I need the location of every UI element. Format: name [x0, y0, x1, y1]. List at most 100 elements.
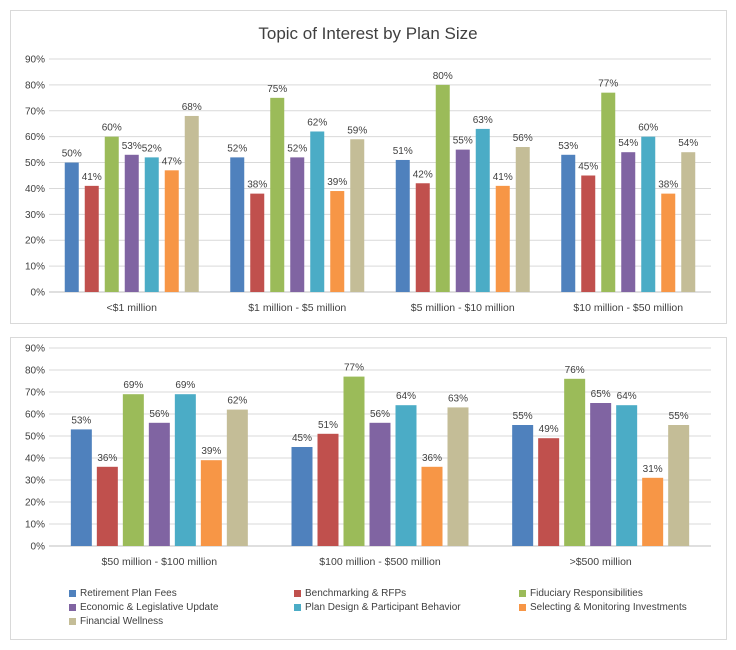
bar	[668, 425, 690, 546]
y-tick-label: 50%	[25, 432, 45, 443]
data-label: 56%	[513, 133, 533, 144]
legend-item: Economic & Legislative Update	[69, 602, 218, 613]
bar	[561, 154, 576, 292]
data-label: 64%	[396, 391, 416, 402]
legend-item: Financial Wellness	[69, 616, 163, 627]
y-tick-label: 90%	[25, 344, 45, 355]
bar	[310, 131, 325, 292]
bar	[350, 139, 365, 292]
data-label: 56%	[149, 409, 169, 420]
bar	[200, 460, 222, 546]
bar	[495, 185, 510, 292]
bottom-chart-panel: 0% 10% 20% 30% 40% 50% 60% 70% 80% 90% 53% 36% 69% 56…	[10, 337, 727, 640]
data-label: 55%	[453, 136, 473, 147]
bar	[447, 407, 469, 546]
data-label: 47%	[162, 156, 182, 167]
data-label: 55%	[669, 411, 689, 422]
data-label: 41%	[82, 172, 102, 183]
y-tick-label: 20%	[25, 236, 45, 247]
bar	[475, 128, 490, 292]
legend-item: Selecting & Monitoring Investments	[519, 602, 687, 613]
bar	[343, 376, 365, 546]
bar	[317, 433, 339, 546]
legend-label: Benchmarking & RFPs	[305, 588, 407, 599]
x-category-label: $1 million - $5 million	[248, 302, 346, 314]
data-label: 38%	[247, 180, 267, 191]
bar	[455, 149, 470, 292]
data-label: 64%	[617, 391, 637, 402]
bar	[601, 92, 616, 293]
legend-label: Retirement Plan Fees	[80, 588, 177, 599]
data-label: 54%	[618, 138, 638, 149]
data-label: 39%	[327, 177, 347, 188]
y-tick-label: 0%	[31, 288, 46, 299]
data-label: 51%	[393, 146, 413, 157]
y-tick-label: 40%	[25, 454, 45, 465]
data-label: 54%	[678, 138, 698, 149]
data-label: 52%	[227, 143, 247, 154]
data-label: 53%	[71, 415, 91, 426]
y-tick-label: 90%	[25, 55, 45, 66]
bar	[250, 193, 265, 292]
bar	[270, 97, 285, 292]
data-label: 51%	[318, 420, 338, 431]
x-category-label: <$1 million	[107, 302, 158, 314]
data-label: 31%	[643, 464, 663, 475]
bar	[96, 466, 118, 546]
bar	[642, 477, 664, 546]
legend-label: Financial Wellness	[80, 616, 164, 627]
y-tick-label: 60%	[25, 410, 45, 421]
data-label: 36%	[422, 453, 442, 464]
data-label: 60%	[102, 123, 122, 134]
x-category-label: >$500 million	[570, 556, 632, 568]
bar	[564, 378, 586, 546]
legend-label: Fiduciary Responsibilities	[530, 588, 643, 599]
legend-item: Plan Design & Participant Behavior	[294, 602, 461, 613]
data-label: 45%	[578, 162, 598, 173]
chart-title: Topic of Interest by Plan Size	[258, 24, 477, 43]
bar	[581, 175, 596, 292]
bar	[148, 422, 170, 546]
y-tick-label: 0%	[31, 542, 46, 553]
x-category-label: $10 million - $50 million	[573, 302, 683, 314]
bar	[435, 84, 450, 292]
bar	[616, 405, 638, 546]
data-label: 62%	[227, 396, 247, 407]
y-tick-label: 10%	[25, 520, 45, 531]
data-label: 75%	[267, 84, 287, 95]
data-label: 45%	[292, 433, 312, 444]
data-label: 42%	[413, 169, 433, 180]
bar	[641, 136, 656, 292]
bar	[174, 394, 196, 546]
bar	[415, 183, 430, 292]
data-label: 55%	[513, 411, 533, 422]
y-tick-label: 70%	[25, 106, 45, 117]
data-label: 52%	[287, 143, 307, 154]
bar	[291, 447, 313, 546]
bar	[395, 159, 410, 292]
bar	[369, 422, 391, 546]
y-tick-label: 30%	[25, 210, 45, 221]
top-chart-panel: Topic of Interest by Plan Size 0% 10% 20% 3…	[10, 10, 727, 324]
data-label: 59%	[347, 125, 367, 136]
data-label: 60%	[638, 123, 658, 134]
data-label: 80%	[433, 71, 453, 82]
legend-item: Retirement Plan Fees	[69, 588, 177, 599]
bottom-chart: 0% 10% 20% 30% 40% 50% 60% 70% 80% 90% 53% 36% 69% 56…	[25, 344, 711, 568]
y-tick-label: 80%	[25, 366, 45, 377]
data-label: 41%	[493, 172, 513, 183]
bar	[64, 162, 79, 292]
top-chart: Topic of Interest by Plan Size 0% 10% 20% 3…	[25, 24, 711, 314]
bar	[226, 409, 248, 546]
legend-swatch	[519, 590, 526, 597]
data-label: 76%	[565, 365, 585, 376]
bar	[395, 405, 417, 546]
y-tick-label: 20%	[25, 498, 45, 509]
data-label: 77%	[344, 363, 364, 374]
legend-swatch	[519, 604, 526, 611]
data-label: 53%	[122, 141, 142, 152]
x-category-label: $5 million - $10 million	[411, 302, 515, 314]
data-label: 39%	[201, 446, 221, 457]
data-label: 52%	[142, 143, 162, 154]
legend-swatch	[69, 618, 76, 625]
